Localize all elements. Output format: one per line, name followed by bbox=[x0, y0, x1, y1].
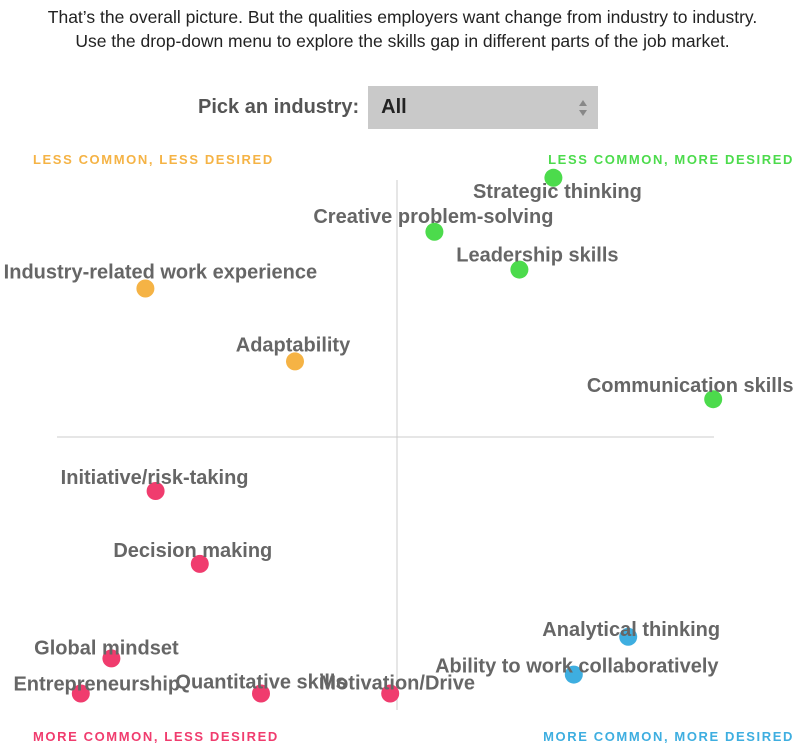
data-point[interactable] bbox=[190, 554, 209, 573]
data-point[interactable] bbox=[102, 649, 121, 668]
point-label: Global mindset bbox=[34, 637, 179, 659]
data-point[interactable] bbox=[544, 168, 563, 187]
data-point[interactable] bbox=[564, 665, 583, 684]
data-point[interactable] bbox=[286, 352, 304, 371]
data-point[interactable] bbox=[146, 482, 165, 500]
point-label: Ability to work collaboratively bbox=[435, 656, 719, 678]
point-label: Decision making bbox=[113, 540, 272, 562]
point-label: Communication skills bbox=[587, 375, 794, 397]
data-point[interactable] bbox=[425, 222, 444, 241]
industry-picker: Pick an industry: All bbox=[198, 86, 599, 129]
data-point[interactable] bbox=[71, 684, 90, 703]
data-point[interactable] bbox=[510, 260, 529, 279]
point-label: Leadership skills bbox=[456, 245, 618, 267]
point-label: Industry-related work experience bbox=[4, 262, 317, 284]
quadrant-label-bottom-left: MORE COMMON, LESS DESIRED bbox=[33, 729, 279, 744]
point-label: Motivation/Drive bbox=[319, 673, 475, 695]
point-label: Quantitative skills bbox=[175, 672, 346, 694]
industry-select[interactable]: All bbox=[368, 86, 599, 129]
point-label: Entrepreneurship bbox=[13, 674, 180, 696]
point-label: Creative problem-solving bbox=[313, 206, 553, 228]
intro-text: That’s the overall picture. But the qual… bbox=[47, 7, 758, 51]
industry-select-value: All bbox=[381, 96, 407, 118]
picker-label: Pick an industry: bbox=[198, 96, 360, 118]
data-point[interactable] bbox=[252, 684, 270, 703]
point-label: Strategic thinking bbox=[473, 181, 642, 203]
data-point[interactable] bbox=[704, 390, 723, 409]
point-label: Initiative/risk-taking bbox=[61, 467, 249, 489]
point-label: Analytical thinking bbox=[542, 619, 720, 641]
quadrant-label-bottom-right: MORE COMMON, MORE DESIRED bbox=[543, 729, 794, 744]
quadrant-label-top-right: LESS COMMON, MORE DESIRED bbox=[548, 152, 794, 167]
point-label: Adaptability bbox=[236, 334, 351, 356]
select-arrows-icon bbox=[579, 100, 588, 116]
quadrant-label-top-left: LESS COMMON, LESS DESIRED bbox=[33, 152, 274, 167]
data-point[interactable] bbox=[619, 627, 638, 646]
data-point[interactable] bbox=[136, 279, 155, 298]
data-point[interactable] bbox=[381, 684, 400, 703]
